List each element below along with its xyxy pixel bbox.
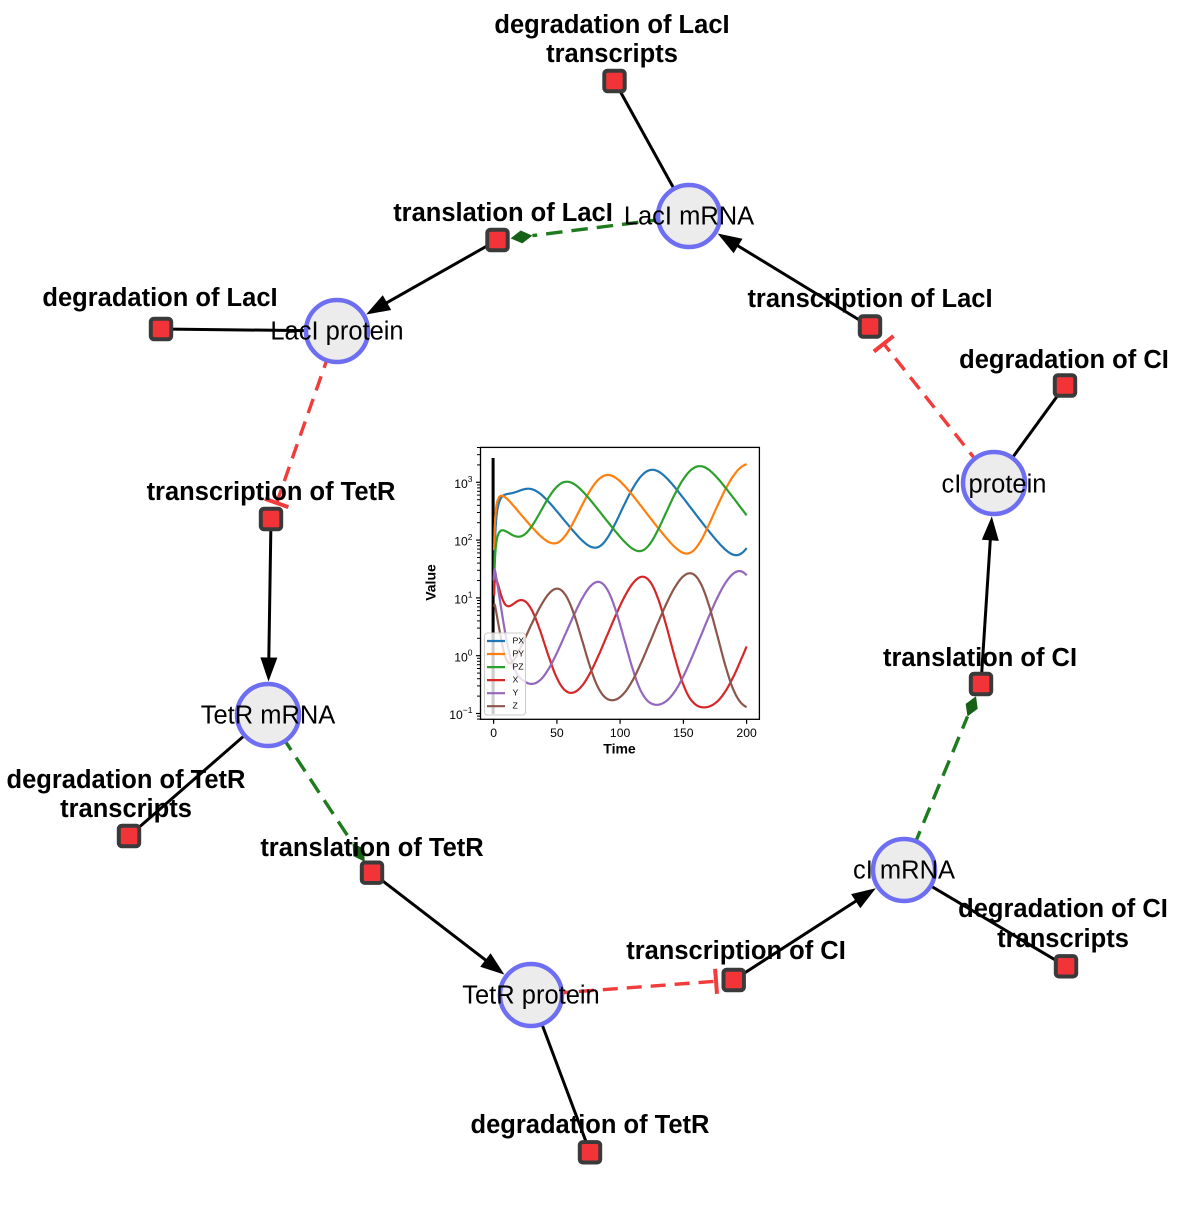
svg-text:cI protein: cI protein xyxy=(942,471,1047,499)
svg-text:PY: PY xyxy=(513,648,525,658)
svg-text:LacI protein: LacI protein xyxy=(270,318,403,346)
svg-text:degradation of LacI: degradation of LacI xyxy=(42,284,277,312)
svg-text:transcription of CI: transcription of CI xyxy=(626,937,846,965)
svg-text:transcripts: transcripts xyxy=(997,925,1129,953)
svg-text:transcripts: transcripts xyxy=(546,40,678,68)
svg-text:transcription of LacI: transcription of LacI xyxy=(747,285,992,313)
svg-text:TetR protein: TetR protein xyxy=(462,982,600,1010)
svg-text:degradation of LacI: degradation of LacI xyxy=(494,11,729,39)
svg-text:200: 200 xyxy=(736,726,757,740)
svg-text:Z: Z xyxy=(513,701,519,711)
svg-text:degradation of CI: degradation of CI xyxy=(959,346,1169,374)
svg-text:translation of CI: translation of CI xyxy=(883,644,1077,672)
svg-text:100: 100 xyxy=(610,726,631,740)
svg-text:LacI mRNA: LacI mRNA xyxy=(624,203,754,231)
svg-text:150: 150 xyxy=(673,726,694,740)
svg-text:transcripts: transcripts xyxy=(60,795,192,823)
svg-text:Value: Value xyxy=(423,564,439,601)
svg-text:cI mRNA: cI mRNA xyxy=(853,857,955,885)
svg-text:PX: PX xyxy=(513,635,525,645)
svg-text:transcription of TetR: transcription of TetR xyxy=(147,478,396,506)
svg-text:X: X xyxy=(513,674,519,684)
svg-text:translation of TetR: translation of TetR xyxy=(260,834,483,862)
svg-text:translation of LacI: translation of LacI xyxy=(393,199,613,227)
svg-text:PZ: PZ xyxy=(513,661,525,671)
svg-text:degradation of TetR: degradation of TetR xyxy=(471,1111,710,1139)
svg-text:0: 0 xyxy=(490,726,497,740)
svg-text:TetR mRNA: TetR mRNA xyxy=(201,702,336,730)
svg-text:Time: Time xyxy=(603,741,636,757)
svg-text:degradation of TetR: degradation of TetR xyxy=(7,766,246,794)
svg-text:Y: Y xyxy=(513,688,519,698)
svg-text:50: 50 xyxy=(550,726,564,740)
svg-text:degradation of CI: degradation of CI xyxy=(958,895,1168,923)
